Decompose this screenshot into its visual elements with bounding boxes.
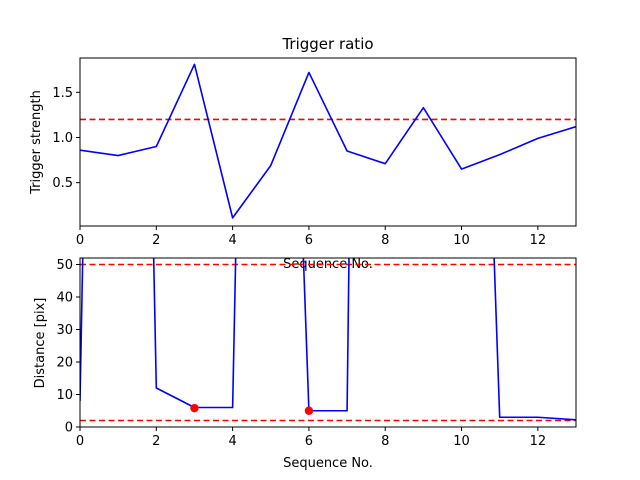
top-x-tick-label: 10 [453,233,470,248]
bottom-x-tick-label: 6 [305,434,313,449]
bottom-x-tick-label: 4 [228,434,236,449]
bottom-x-tick-label: 8 [381,434,389,449]
top-x-tick-label: 2 [152,233,160,248]
bottom-x-tick-label: 10 [453,434,470,449]
top-y-tick-label: 0.5 [52,176,73,191]
top-x-tick-label: 6 [305,233,313,248]
bottom-y-tick-label: 40 [56,291,73,306]
bottom-marker-point-2 [304,406,314,415]
bottom-marker-point-1 [190,403,199,413]
bottom-x-tick-label: 0 [76,434,84,449]
bottom-axes-frame [79,257,577,428]
bottom-y-tick-label: 0 [65,421,73,436]
top-y-tick-label: 1.0 [52,131,73,146]
bottom-x-tick-label: 12 [530,434,547,449]
trigger-ratio-axes: Trigger ratio Trigger strength Sequence … [29,35,577,272]
top-x-tick-label: 12 [530,233,547,248]
distance-axes: Distance [pix] Sequence No. 0 2 4 6 8 10 12 0 10… [33,257,577,471]
top-x-tick-label: 4 [228,233,236,248]
top-y-axis-label: Trigger strength [29,90,44,195]
top-y-tick-label: 1.5 [52,86,73,101]
top-x-tick-label: 0 [76,233,84,248]
bottom-x-tick-label: 2 [152,434,160,449]
bottom-y-tick-label: 30 [56,323,73,338]
bottom-y-axis-label: Distance [pix] [33,298,48,389]
bottom-y-tick-label: 20 [56,356,73,371]
top-chart-title: Trigger ratio [281,35,373,53]
top-axes-frame [79,57,577,227]
bottom-x-axis-label: Sequence No. [283,456,373,471]
top-x-tick-label: 8 [381,233,389,248]
bottom-y-tick-label: 50 [56,258,73,273]
top-series-line [80,63,576,219]
bottom-y-tick-label: 10 [56,388,73,403]
